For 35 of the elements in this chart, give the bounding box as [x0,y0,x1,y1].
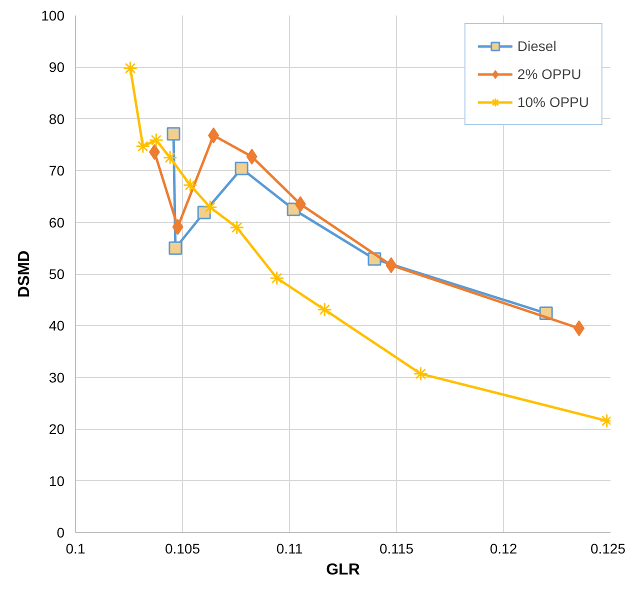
x-tick-label: 0.1 [66,540,86,556]
x-tick-label: 0.11 [276,540,303,556]
y-tick-label: 90 [48,59,65,76]
point [270,270,284,286]
y-tick-label: 50 [48,266,65,282]
y-tick-label: 0 [56,524,65,540]
point [413,366,428,382]
point [148,132,164,148]
point [168,241,182,255]
y-axis-title: DSMD [16,250,34,298]
y-tick-label: 10 [48,472,65,489]
y-tick-label: 40 [48,318,65,334]
point [123,60,138,76]
point [202,200,218,215]
y-tick-label: 20 [48,421,65,438]
point [230,220,244,235]
legend-label: Diesel [517,38,556,54]
y-tick-label: 80 [48,110,65,127]
point [234,162,248,176]
x-tick-label: 0.115 [380,540,414,556]
point [162,150,178,165]
x-tick-label: 0.105 [164,540,200,556]
point [182,178,198,192]
point [317,302,332,317]
x-tick-label: 0.12 [490,540,518,556]
y-tick-label: 70 [48,162,65,179]
y-tick-label: 60 [48,214,65,230]
y-tick-label: 30 [48,369,65,386]
x-axis-title: GLR [326,562,360,578]
legend-label: 2% OPPU [517,66,582,82]
point [166,127,180,141]
point [136,139,150,154]
y-tick-label: 100 [41,8,65,24]
x-tick-label: 0.125 [590,540,625,556]
legend-label: 10% OPPU [517,94,589,110]
